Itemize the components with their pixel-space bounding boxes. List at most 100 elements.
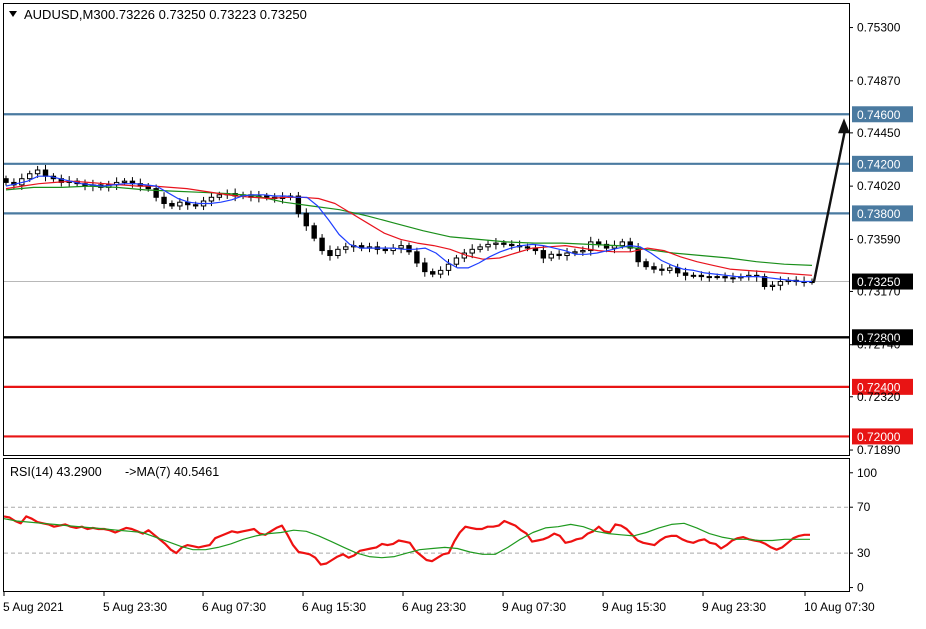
rsi-ma-line xyxy=(3,518,810,559)
rsi-ma-label: ->MA(7) 40.5461 xyxy=(125,465,219,479)
time-tick-label: 9 Aug 23:30 xyxy=(702,600,766,614)
bear-candle xyxy=(264,195,270,198)
bull-candle xyxy=(548,253,554,259)
bear-candle xyxy=(327,250,333,257)
price-axis: 0.75300 0.74870 0.74450 0.74020 0.73590 0.731… xyxy=(849,21,901,457)
current-price-label: 0.73250 xyxy=(857,275,901,289)
ma-slow-line xyxy=(5,185,813,266)
level-label-box xyxy=(852,378,913,395)
level-label: 0.72800 xyxy=(857,331,901,345)
time-tick-label: 9 Aug 07:30 xyxy=(502,600,566,614)
bull-candle xyxy=(469,248,475,254)
time-tick-label: 6 Aug 07:30 xyxy=(202,600,266,614)
bull-candle xyxy=(667,267,673,271)
bear-candle xyxy=(659,268,665,271)
bull-candle xyxy=(208,196,215,202)
bull-candle xyxy=(493,242,499,245)
bear-candle xyxy=(153,188,159,198)
ma-mid-line xyxy=(5,180,813,276)
rsi-tick-label: 70 xyxy=(857,500,871,514)
bull-candle xyxy=(580,250,586,253)
price-tick-label: 0.72320 xyxy=(857,390,901,404)
dropdown-triangle-icon[interactable] xyxy=(9,11,17,17)
time-tick-label: 9 Aug 15:30 xyxy=(602,600,666,614)
price-levels: 0.74600 0.74200 0.73800 0.72800 0.72400 0.720… xyxy=(4,106,913,445)
level-label: 0.74600 xyxy=(857,108,901,122)
bear-candle xyxy=(42,169,49,177)
bull-candle xyxy=(769,284,776,287)
level-label-box xyxy=(852,428,913,445)
bear-candle xyxy=(556,253,562,257)
symbol-timeframe: AUDUSD,M30 xyxy=(24,7,108,22)
bear-candle xyxy=(761,276,768,287)
chart-header: AUDUSD,M30 0.73226 0.73250 0.73223 0.732… xyxy=(9,7,307,22)
bear-candle xyxy=(603,243,610,249)
time-tick-label: 5 Aug 23:30 xyxy=(103,600,167,614)
bull-candle xyxy=(216,194,223,198)
bull-candle xyxy=(445,263,452,271)
bear-candle xyxy=(509,243,515,247)
bull-candle xyxy=(437,269,444,275)
bull-candle xyxy=(34,169,41,175)
bear-candle xyxy=(382,248,388,252)
level-label-box xyxy=(852,106,913,123)
level-label-box xyxy=(852,205,913,222)
bear-candle xyxy=(501,242,507,245)
bear-candle xyxy=(651,266,657,270)
price-tick-label: 0.74870 xyxy=(857,74,901,88)
bull-candle xyxy=(121,180,128,183)
bull-candle xyxy=(335,248,341,257)
level-label: 0.72000 xyxy=(857,430,901,444)
bull-candle xyxy=(588,241,594,252)
projection-arrow-shaft xyxy=(812,130,847,282)
bull-candle xyxy=(453,257,460,265)
projection-arrow-head-icon xyxy=(838,118,850,134)
time-tick-label: 6 Aug 23:30 xyxy=(402,600,466,614)
bull-candle xyxy=(343,246,349,250)
bear-candle xyxy=(682,272,689,276)
bear-candle xyxy=(430,271,436,275)
bull-candle xyxy=(27,173,33,180)
bear-candle xyxy=(192,204,199,207)
bull-candle xyxy=(619,241,626,247)
time-tick-label: 6 Aug 15:30 xyxy=(302,600,366,614)
rsi-label: RSI(14) 43.2900 xyxy=(10,465,102,479)
bull-candle xyxy=(477,246,483,250)
bear-candle xyxy=(627,241,633,249)
price-tick-label: 0.74020 xyxy=(857,179,901,193)
rsi-tick-label: 100 xyxy=(857,466,877,480)
bull-candle xyxy=(706,276,712,279)
price-tick-label: 0.72740 xyxy=(857,338,901,352)
bull-candle xyxy=(564,252,570,257)
bear-candle xyxy=(674,267,681,274)
rsi-tick-label: 30 xyxy=(857,546,871,560)
bull-candle xyxy=(398,245,404,249)
bear-candle xyxy=(524,246,531,249)
bear-candle xyxy=(422,262,428,273)
rsi-panel: 100 70 30 0 xyxy=(3,466,877,595)
current-price-line: 0.73250 xyxy=(4,273,913,290)
moving-averages xyxy=(5,175,813,283)
bear-candle xyxy=(161,196,167,204)
level-label: 0.73800 xyxy=(857,207,901,221)
bear-candle xyxy=(319,237,325,252)
bear-candle xyxy=(169,202,175,207)
bear-candle xyxy=(3,178,9,183)
rsi-header: RSI(14) 43.2900 ->MA(7) 40.5461 xyxy=(10,465,219,479)
bear-candle xyxy=(643,261,649,268)
bear-candle xyxy=(303,212,309,227)
ohlc-values: 0.73226 0.73250 0.73223 0.73250 xyxy=(108,7,307,22)
bear-candle xyxy=(722,276,728,279)
bull-candle xyxy=(572,251,578,254)
level-label: 0.74200 xyxy=(857,157,901,171)
bear-candle xyxy=(698,274,705,278)
time-tick-label: 5 Aug 2021 xyxy=(3,600,64,614)
level-label: 0.72400 xyxy=(857,380,901,394)
bear-candle xyxy=(311,225,317,239)
level-label-box xyxy=(852,329,913,346)
bear-candle xyxy=(540,250,547,259)
bull-candle xyxy=(690,274,697,277)
level-label-box xyxy=(852,155,913,172)
